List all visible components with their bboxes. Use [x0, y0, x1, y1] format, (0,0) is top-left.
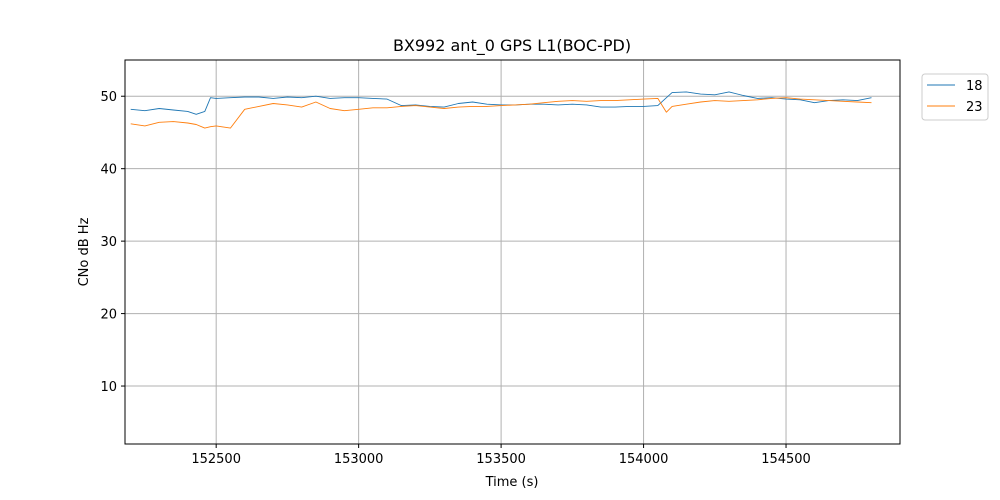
legend: 18 23: [921, 73, 989, 121]
x-tick-label: 154500: [761, 452, 811, 467]
series-layer: [130, 91, 872, 129]
series-line-18: [130, 91, 872, 115]
x-axis: 152500 153000 153500 154000 154500: [191, 444, 811, 467]
x-tick-label: 153500: [476, 452, 526, 467]
grid: [125, 60, 900, 444]
legend-label-18: 18: [966, 79, 983, 94]
y-tick-label: 40: [100, 163, 117, 178]
y-tick-label: 20: [100, 308, 117, 323]
y-tick-label: 10: [100, 380, 117, 395]
x-tick-label: 153000: [334, 452, 384, 467]
y-tick-label: 30: [100, 235, 117, 250]
y-axis-label: CNo dB Hz: [77, 217, 92, 286]
x-tick-label: 154000: [619, 452, 669, 467]
y-axis: 10 20 30 40 50: [100, 90, 125, 395]
series-line-23: [130, 97, 872, 129]
y-tick-label: 50: [100, 90, 117, 105]
legend-label-23: 23: [966, 100, 983, 115]
plot-frame: [124, 59, 901, 445]
chart-title: BX992 ant_0 GPS L1(BOC-PD): [393, 36, 631, 56]
x-axis-label: Time (s): [485, 475, 539, 490]
x-tick-label: 152500: [191, 452, 241, 467]
